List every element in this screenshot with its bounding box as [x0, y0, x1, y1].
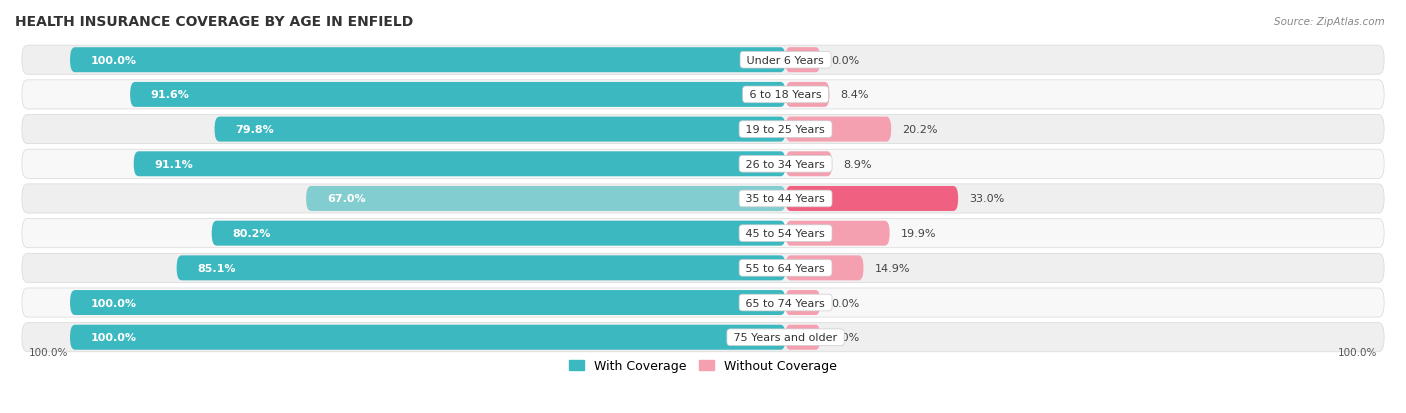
- Text: 33.0%: 33.0%: [969, 194, 1004, 204]
- Legend: With Coverage, Without Coverage: With Coverage, Without Coverage: [564, 354, 842, 377]
- Text: 55 to 64 Years: 55 to 64 Years: [742, 263, 828, 273]
- FancyBboxPatch shape: [215, 117, 786, 142]
- FancyBboxPatch shape: [307, 187, 786, 211]
- Text: 65 to 74 Years: 65 to 74 Years: [742, 298, 828, 308]
- FancyBboxPatch shape: [786, 48, 820, 73]
- Text: 100.0%: 100.0%: [90, 298, 136, 308]
- FancyBboxPatch shape: [70, 290, 786, 315]
- FancyBboxPatch shape: [70, 48, 786, 73]
- FancyBboxPatch shape: [786, 83, 830, 108]
- Text: 100.0%: 100.0%: [90, 56, 136, 66]
- Text: HEALTH INSURANCE COVERAGE BY AGE IN ENFIELD: HEALTH INSURANCE COVERAGE BY AGE IN ENFI…: [15, 15, 413, 29]
- FancyBboxPatch shape: [786, 290, 820, 315]
- FancyBboxPatch shape: [786, 117, 891, 142]
- Text: 80.2%: 80.2%: [232, 229, 271, 239]
- FancyBboxPatch shape: [131, 83, 786, 108]
- Text: Under 6 Years: Under 6 Years: [744, 56, 828, 66]
- FancyBboxPatch shape: [177, 256, 786, 281]
- FancyBboxPatch shape: [70, 325, 786, 350]
- Text: 75 Years and older: 75 Years and older: [730, 332, 841, 342]
- FancyBboxPatch shape: [786, 187, 957, 211]
- FancyBboxPatch shape: [22, 323, 1384, 352]
- FancyBboxPatch shape: [22, 46, 1384, 75]
- FancyBboxPatch shape: [22, 254, 1384, 283]
- Text: 91.6%: 91.6%: [150, 90, 190, 100]
- Text: Source: ZipAtlas.com: Source: ZipAtlas.com: [1274, 17, 1385, 26]
- Text: 45 to 54 Years: 45 to 54 Years: [742, 229, 828, 239]
- Text: 35 to 44 Years: 35 to 44 Years: [742, 194, 828, 204]
- Text: 85.1%: 85.1%: [197, 263, 236, 273]
- Text: 0.0%: 0.0%: [831, 56, 859, 66]
- FancyBboxPatch shape: [786, 256, 863, 281]
- FancyBboxPatch shape: [22, 81, 1384, 110]
- Text: 100.0%: 100.0%: [90, 332, 136, 342]
- FancyBboxPatch shape: [22, 219, 1384, 248]
- FancyBboxPatch shape: [786, 221, 890, 246]
- Text: 0.0%: 0.0%: [831, 298, 859, 308]
- FancyBboxPatch shape: [22, 115, 1384, 144]
- Text: 100.0%: 100.0%: [1339, 347, 1378, 358]
- FancyBboxPatch shape: [22, 288, 1384, 317]
- Text: 91.1%: 91.1%: [155, 159, 193, 169]
- Text: 6 to 18 Years: 6 to 18 Years: [747, 90, 825, 100]
- Text: 0.0%: 0.0%: [831, 332, 859, 342]
- Text: 19.9%: 19.9%: [901, 229, 936, 239]
- FancyBboxPatch shape: [212, 221, 786, 246]
- Text: 79.8%: 79.8%: [235, 125, 274, 135]
- Text: 67.0%: 67.0%: [326, 194, 366, 204]
- Text: 26 to 34 Years: 26 to 34 Years: [742, 159, 828, 169]
- FancyBboxPatch shape: [786, 325, 820, 350]
- FancyBboxPatch shape: [134, 152, 786, 177]
- FancyBboxPatch shape: [786, 152, 832, 177]
- Text: 14.9%: 14.9%: [875, 263, 910, 273]
- Text: 100.0%: 100.0%: [28, 347, 67, 358]
- Text: 19 to 25 Years: 19 to 25 Years: [742, 125, 828, 135]
- FancyBboxPatch shape: [22, 185, 1384, 214]
- Text: 8.9%: 8.9%: [844, 159, 872, 169]
- Text: 20.2%: 20.2%: [903, 125, 938, 135]
- Text: 8.4%: 8.4%: [841, 90, 869, 100]
- FancyBboxPatch shape: [22, 150, 1384, 179]
